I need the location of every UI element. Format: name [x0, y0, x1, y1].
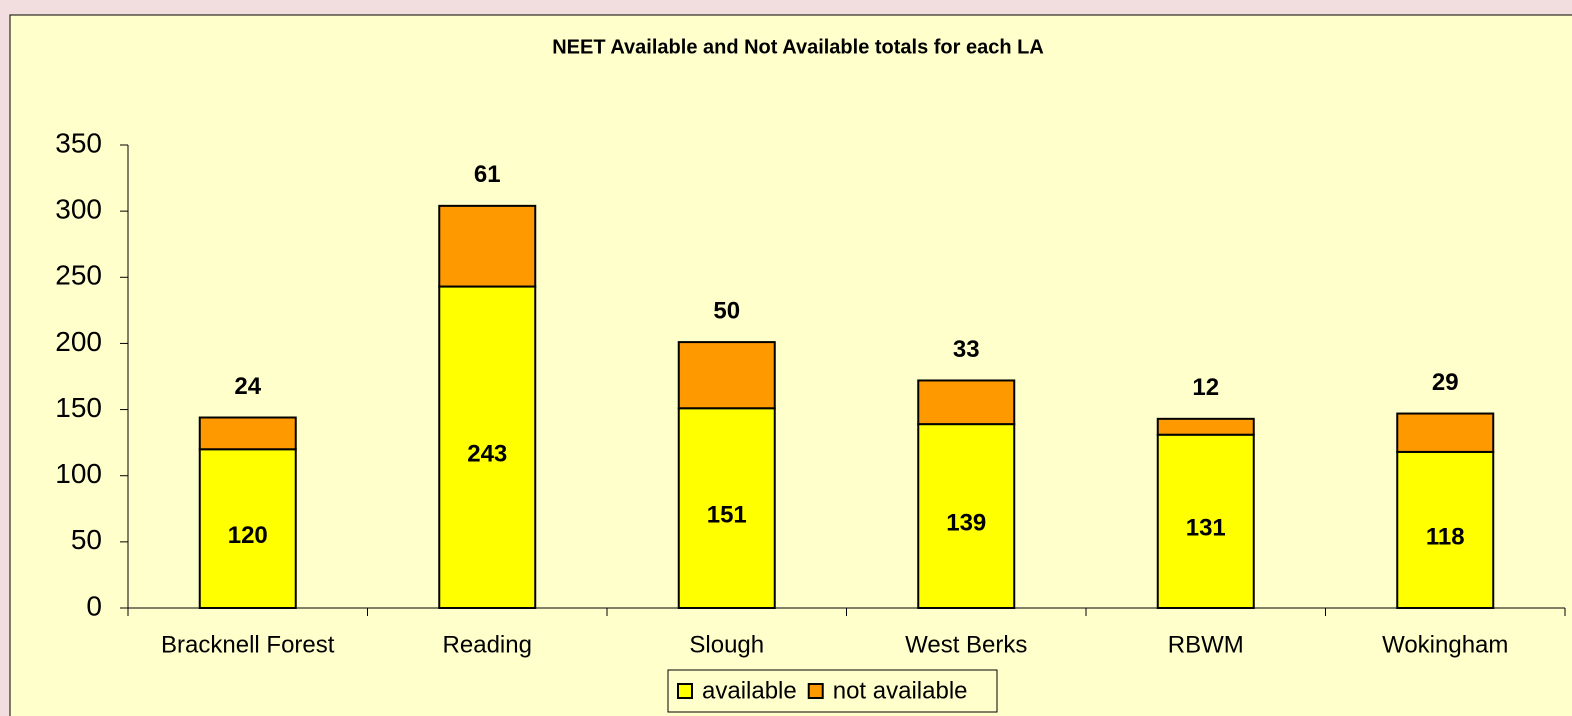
value-label: 243 — [467, 441, 507, 468]
bar-segment — [1156, 417, 1255, 436]
y-tick-label: 250 — [55, 260, 102, 291]
y-tick-label: 350 — [55, 127, 102, 158]
x-tick-label: West Berks — [905, 631, 1027, 658]
y-tick-label: 50 — [71, 524, 102, 555]
chart-area — [9, 14, 1572, 716]
value-label: 118 — [1426, 523, 1465, 550]
y-tick-label: 150 — [55, 392, 102, 423]
value-label: 33 — [953, 336, 980, 363]
bar-segment — [198, 416, 297, 451]
bar-segment — [198, 448, 297, 609]
bar-segment — [1156, 433, 1255, 609]
y-tick-label: 300 — [55, 194, 102, 225]
y-tick-label: 200 — [55, 326, 102, 357]
legend-label: available — [702, 677, 797, 704]
chart-title: NEET Available and Not Available totals … — [552, 36, 1044, 58]
legend-swatch — [677, 683, 693, 699]
value-label: 131 — [1186, 515, 1226, 542]
legend — [667, 669, 998, 713]
x-tick-label: Bracknell Forest — [161, 631, 335, 658]
x-tick-label: Wokingham — [1382, 631, 1508, 658]
bar-segment — [917, 423, 1016, 609]
bar-segment — [677, 407, 776, 609]
value-label: 12 — [1192, 374, 1219, 401]
bar-segment — [1396, 450, 1495, 609]
value-label: 61 — [474, 161, 501, 188]
x-tick-label: Slough — [689, 631, 764, 658]
legend-swatch — [807, 683, 824, 699]
value-label: 151 — [707, 501, 747, 528]
value-label: 120 — [228, 522, 268, 549]
value-label: 24 — [234, 373, 261, 400]
value-label: 50 — [713, 297, 740, 324]
y-tick-label: 0 — [86, 590, 102, 621]
legend-label: not available — [833, 677, 968, 704]
y-tick-label: 100 — [55, 458, 102, 489]
bar-segment — [438, 204, 537, 288]
bar-segment — [1396, 412, 1495, 453]
x-tick-label: RBWM — [1168, 631, 1244, 658]
value-label: 139 — [946, 509, 986, 536]
x-tick-label: Reading — [443, 631, 532, 658]
bar-segment — [438, 285, 537, 609]
value-label: 29 — [1432, 369, 1459, 396]
bar-segment — [677, 341, 776, 410]
bar-segment — [917, 379, 1016, 426]
